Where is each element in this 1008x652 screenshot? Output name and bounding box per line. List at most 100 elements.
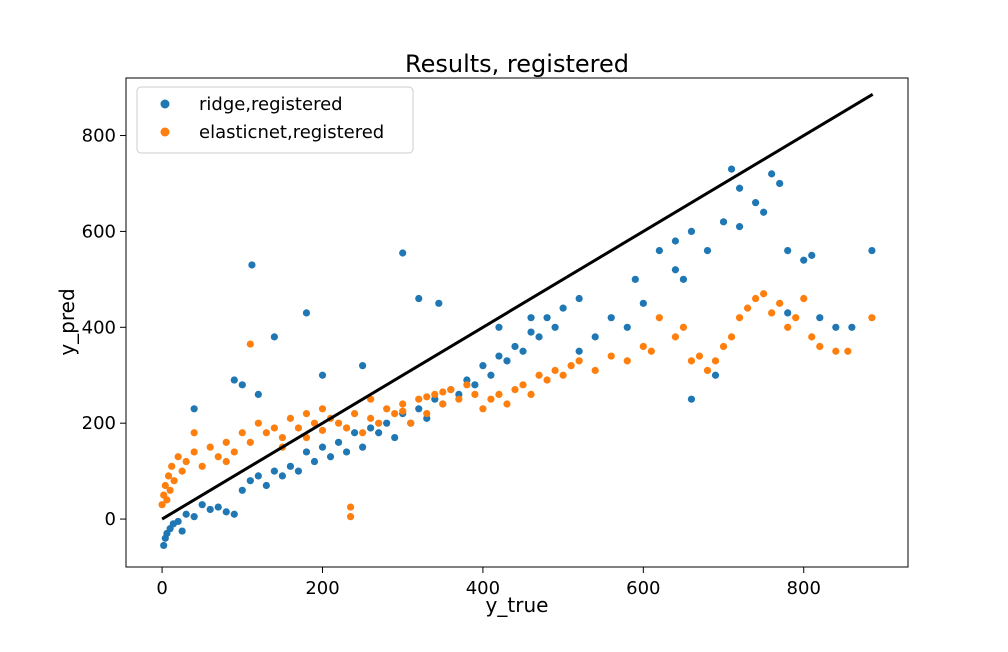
elasticnet-point	[367, 395, 375, 403]
x-tick-label: 400	[466, 578, 500, 599]
ridge-point	[671, 266, 680, 274]
elasticnet-point	[178, 467, 186, 475]
x-axis-label: y_true	[486, 593, 549, 617]
legend-label-elasticnet: elasticnet,registered	[199, 122, 384, 143]
ridge-point	[435, 299, 443, 307]
ridge-point	[367, 424, 375, 432]
elasticnet-point	[439, 400, 447, 408]
elasticnet-point	[844, 347, 852, 355]
ridge-point	[206, 505, 214, 514]
x-tick-label: 200	[305, 578, 339, 599]
elasticnet-point	[383, 405, 391, 413]
plot-area	[158, 93, 876, 550]
elasticnet-point	[302, 409, 311, 418]
elasticnet-point	[166, 486, 174, 494]
elasticnet-point	[359, 429, 367, 437]
elasticnet-point	[170, 477, 178, 485]
legend-marker-elasticnet	[160, 127, 170, 137]
elasticnet-point	[431, 390, 439, 399]
ridge-point	[342, 448, 351, 456]
ridge-point	[286, 462, 295, 470]
elasticnet-point	[727, 333, 736, 341]
ridge-point	[190, 513, 198, 521]
ridge-point	[768, 170, 776, 178]
elasticnet-point	[816, 342, 824, 351]
elasticnet-point	[246, 438, 254, 446]
ridge-point	[711, 371, 720, 379]
ridge-point	[160, 541, 168, 550]
elasticnet-point	[768, 309, 776, 317]
elasticnet-point	[367, 414, 375, 422]
ridge-point	[479, 362, 487, 370]
elasticnet-point	[158, 501, 166, 509]
elasticnet-point	[164, 472, 173, 480]
ridge-point	[503, 357, 511, 365]
ridge-point	[511, 342, 519, 351]
elasticnet-point	[503, 400, 511, 408]
elasticnet-point	[868, 314, 876, 322]
x-tick-label: 800	[787, 578, 821, 599]
ridge-point	[735, 223, 744, 231]
elasticnet-point	[447, 386, 455, 394]
ridge-point	[254, 472, 262, 480]
elasticnet-point	[776, 299, 784, 307]
y-tick-label: 400	[82, 317, 116, 338]
elasticnet-point	[391, 409, 399, 418]
elasticnet-point	[198, 462, 206, 470]
ridge-point	[198, 501, 206, 509]
ridge-point	[832, 323, 840, 331]
ridge-point	[294, 467, 303, 475]
ridge-point	[848, 323, 856, 331]
elasticnet-point	[222, 457, 230, 466]
ridge-point	[679, 275, 688, 283]
ridge-point	[214, 503, 222, 511]
elasticnet-point	[318, 405, 327, 413]
elasticnet-point	[519, 381, 527, 389]
ridge-point	[262, 481, 270, 490]
elasticnet-point	[687, 357, 696, 365]
elasticnet-point	[174, 453, 182, 461]
ridge-point	[174, 517, 182, 526]
ridge-point	[318, 371, 327, 379]
ridge-point	[334, 438, 343, 446]
elasticnet-point	[551, 366, 559, 375]
elasticnet-point	[182, 457, 190, 466]
ridge-point	[359, 443, 367, 451]
ridge-point	[302, 309, 311, 317]
elasticnet-point	[399, 400, 407, 408]
y-tick-label: 0	[105, 509, 116, 530]
x-axis: 0 200 400 600 800	[156, 567, 821, 599]
elasticnet-point	[254, 419, 262, 427]
ridge-point	[415, 294, 423, 303]
elasticnet-point	[495, 390, 503, 399]
elasticnet-point	[423, 393, 431, 401]
elasticnet-point	[527, 390, 535, 399]
ridge-point	[519, 347, 527, 355]
ridge-point	[310, 457, 319, 466]
elasticnet-point	[623, 357, 631, 365]
ridge-point	[527, 328, 535, 336]
ridge-point	[278, 472, 286, 480]
elasticnet-point	[735, 314, 744, 322]
elasticnet-point	[479, 405, 487, 413]
ridge-point	[687, 395, 696, 403]
ridge-point	[238, 381, 246, 389]
elasticnet-point	[190, 429, 198, 437]
ridge-point	[182, 510, 190, 518]
elasticnet-point	[559, 371, 567, 379]
ridge-point	[575, 294, 583, 303]
elasticnet-point	[567, 362, 575, 370]
ridge-point	[655, 246, 663, 255]
ridge-point	[631, 275, 639, 283]
x-tick-label: 600	[626, 578, 660, 599]
elasticnet-point	[575, 357, 583, 365]
ridge-point	[318, 443, 327, 451]
elasticnet-point	[752, 294, 760, 303]
elasticnet-point	[375, 419, 383, 427]
ridge-point	[703, 246, 712, 255]
ridge-point	[495, 323, 503, 331]
ridge-point	[471, 381, 479, 389]
ridge-point	[495, 352, 503, 360]
ridge-point	[350, 429, 359, 437]
